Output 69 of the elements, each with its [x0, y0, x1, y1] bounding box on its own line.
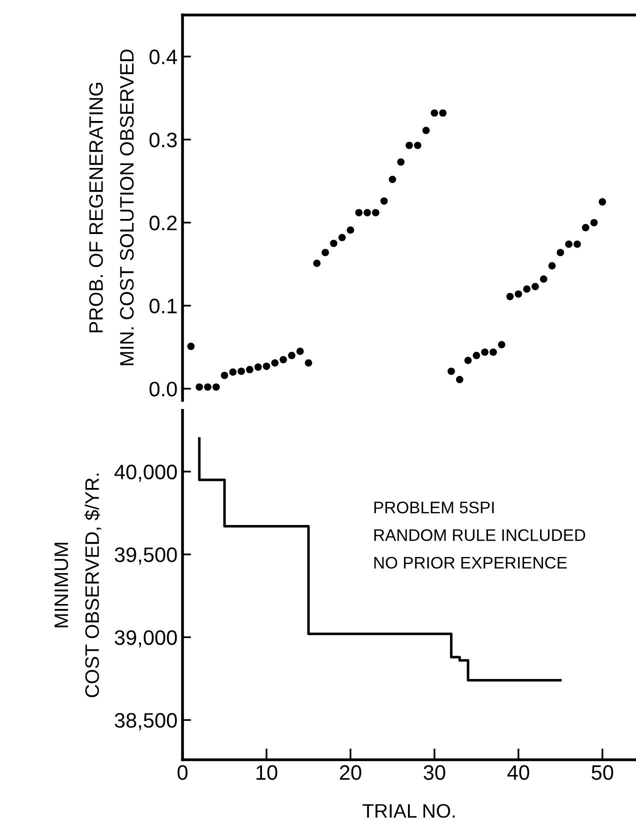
- point: [590, 218, 598, 226]
- point: [388, 176, 396, 184]
- point: [490, 348, 497, 356]
- y-tick-label: 0.0: [150, 382, 177, 396]
- y-axis-title: MINIMUM COST OBSERVED, $/YR.: [54, 474, 102, 698]
- point: [582, 224, 590, 232]
- y-tick-label: 40,000: [114, 464, 177, 482]
- point: [313, 260, 321, 267]
- y-tick-label: 0.4: [150, 50, 178, 64]
- point: [514, 290, 522, 298]
- point: [481, 348, 489, 356]
- point: [574, 240, 581, 248]
- y-tick-label: 0.3: [150, 132, 177, 148]
- point: [414, 142, 422, 150]
- y-axis-title: PROB. OF REGENERATING MIN. COST SOLUTION OBSERVED: [89, 50, 134, 366]
- point: [238, 368, 245, 375]
- point: [372, 208, 380, 216]
- point: [220, 372, 228, 380]
- x-tick-label: 20: [340, 765, 362, 780]
- x-tick-label: 30: [424, 765, 446, 780]
- point: [254, 363, 262, 371]
- point: [296, 348, 304, 355]
- point: [196, 383, 203, 391]
- point: [406, 142, 413, 150]
- point: [456, 376, 464, 384]
- annotation: PROBLEM 5SPI RANDOM RULE INCLUDED NO PRIOR EXPERIENCE: [374, 502, 586, 569]
- point: [472, 352, 480, 360]
- point: [548, 262, 556, 270]
- x-axis-title: TRIAL NO.: [362, 804, 455, 818]
- point: [430, 109, 438, 117]
- point: [540, 275, 548, 283]
- x-tick-label: 50: [592, 765, 614, 780]
- point: [262, 362, 270, 370]
- point: [523, 285, 531, 293]
- y-tick-label: 38,500: [114, 713, 177, 730]
- point: [506, 292, 514, 300]
- point: [330, 240, 338, 248]
- point: [338, 234, 346, 242]
- y-tick-label: 39,500: [114, 547, 177, 565]
- point: [204, 383, 212, 391]
- point: [565, 240, 572, 248]
- point: [422, 126, 430, 134]
- point: [304, 359, 312, 367]
- point: [229, 368, 237, 376]
- point: [439, 109, 447, 117]
- y-tick-label: 39,000: [114, 630, 177, 648]
- point: [532, 282, 539, 290]
- point: [556, 248, 564, 256]
- point: [187, 342, 195, 350]
- point: [322, 248, 329, 256]
- point: [397, 158, 405, 166]
- point: [448, 368, 455, 375]
- point: [380, 197, 388, 205]
- point: [464, 356, 472, 364]
- point: [280, 356, 287, 364]
- point: [246, 366, 254, 374]
- point: [288, 352, 296, 360]
- point: [355, 208, 363, 216]
- y-tick-label: 0.2: [150, 216, 177, 230]
- y-tick-label: 0.1: [150, 298, 177, 314]
- point: [364, 208, 371, 216]
- point: [346, 226, 354, 234]
- point: [598, 198, 606, 206]
- point: [498, 341, 506, 348]
- x-tick-label: 10: [256, 765, 278, 780]
- point: [212, 383, 220, 391]
- point: [271, 359, 279, 367]
- x-tick-label: 40: [507, 765, 530, 780]
- x-tick-label: 0: [178, 765, 188, 780]
